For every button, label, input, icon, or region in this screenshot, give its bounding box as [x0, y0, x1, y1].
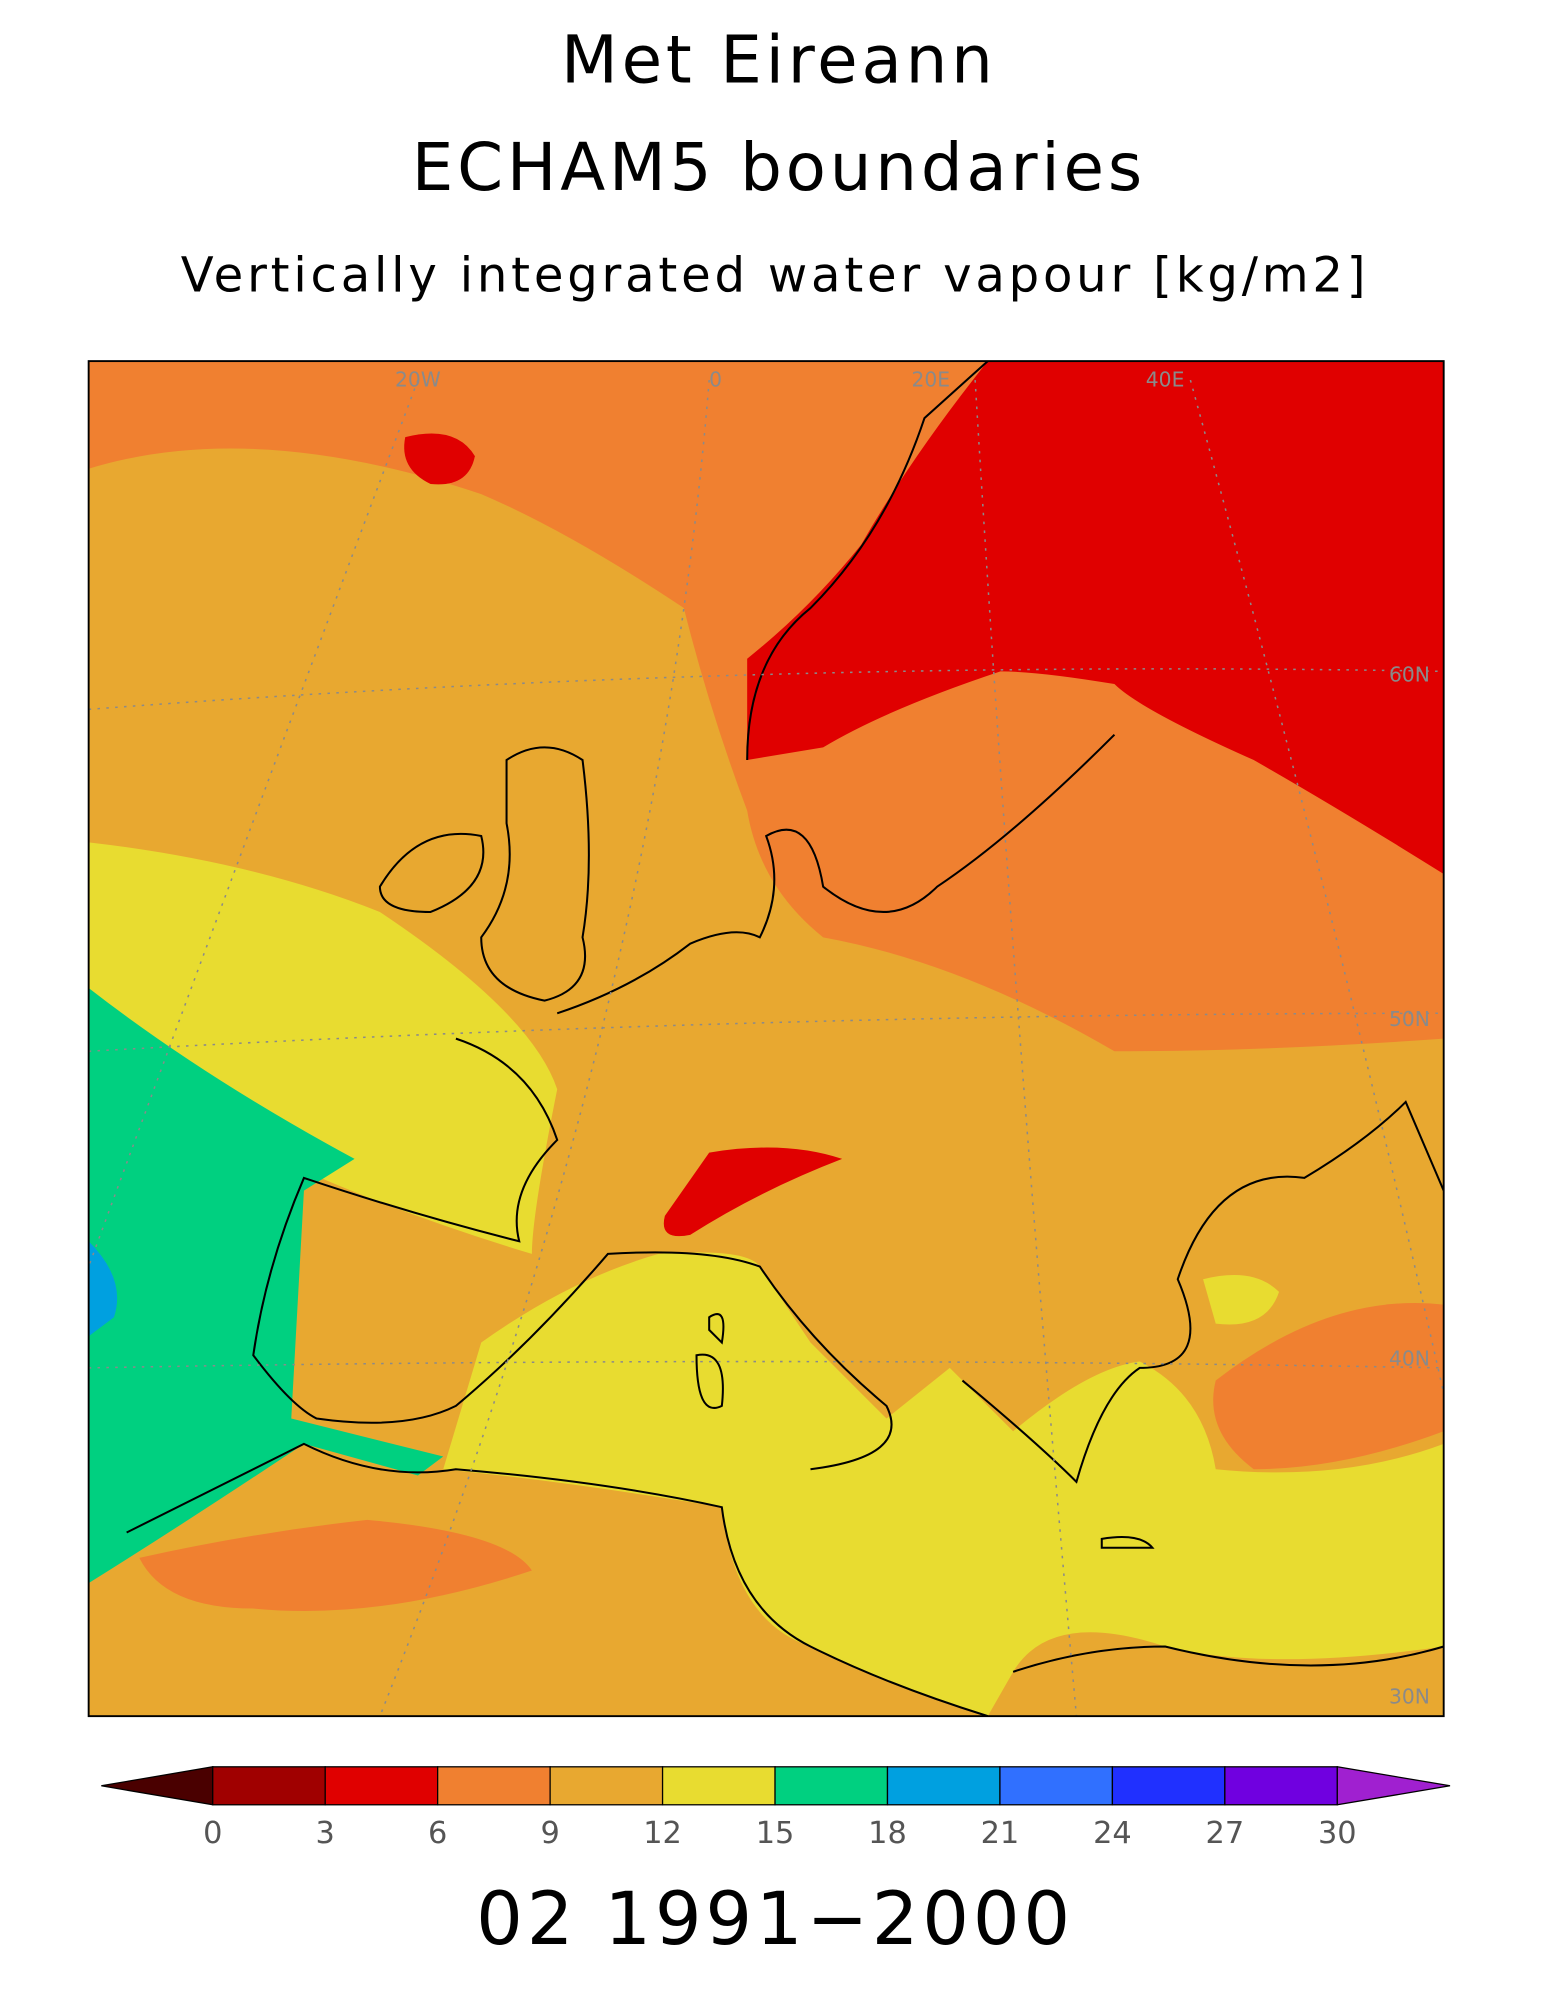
colorbar-segment [1111, 1766, 1226, 1806]
colorbar-tick-label: 15 [756, 1816, 795, 1851]
colorbar-arrow [1336, 1766, 1451, 1806]
footer: 02 1991−2000 [476, 1877, 1074, 1962]
colorbar-tick-label: 24 [1093, 1816, 1132, 1851]
graticule-label: 40E [1146, 367, 1185, 391]
colorbar-tick-label: 6 [428, 1816, 447, 1851]
colorbar-tick-label: 12 [643, 1816, 682, 1851]
graticule-label: 20E [912, 367, 951, 391]
colorbar-tick-label: 21 [981, 1816, 1020, 1851]
colorbar-segment [437, 1766, 551, 1806]
map-frame [87, 360, 1445, 1718]
title: ECHAM5 boundaries [412, 129, 1146, 206]
colorbar-segment [324, 1766, 439, 1806]
graticule-label: 60N [1389, 663, 1430, 687]
graticule-label: 30N [1389, 1684, 1430, 1708]
colorbar-segment [774, 1766, 889, 1806]
colorbar-segment [661, 1766, 776, 1806]
colorbar-tick-label: 3 [316, 1816, 335, 1851]
colorbar-segment [999, 1766, 1114, 1806]
colorbar-segment [212, 1766, 326, 1806]
colorbar-tick-label: 9 [540, 1816, 559, 1851]
colorbar-segment [549, 1766, 664, 1806]
colorbar-tick-label: 27 [1206, 1816, 1245, 1851]
map [88, 361, 1444, 1717]
graticule-label: 50N [1389, 1007, 1430, 1031]
colorbar-tick-label: 18 [868, 1816, 907, 1851]
colorbar-tick-label: 30 [1318, 1816, 1357, 1851]
subtitle: Vertically integrated water vapour [kg/m… [181, 247, 1370, 303]
colorbar-segment [1224, 1766, 1338, 1806]
title: Met Eireann [561, 21, 997, 98]
graticule-label: 20W [395, 367, 441, 391]
colorbar-tick-label: 0 [203, 1816, 222, 1851]
graticule-label: 40N [1389, 1346, 1430, 1370]
colorbar-arrow [101, 1766, 214, 1806]
graticule-label: 0 [709, 367, 722, 391]
colorbar-segment [886, 1766, 1001, 1806]
